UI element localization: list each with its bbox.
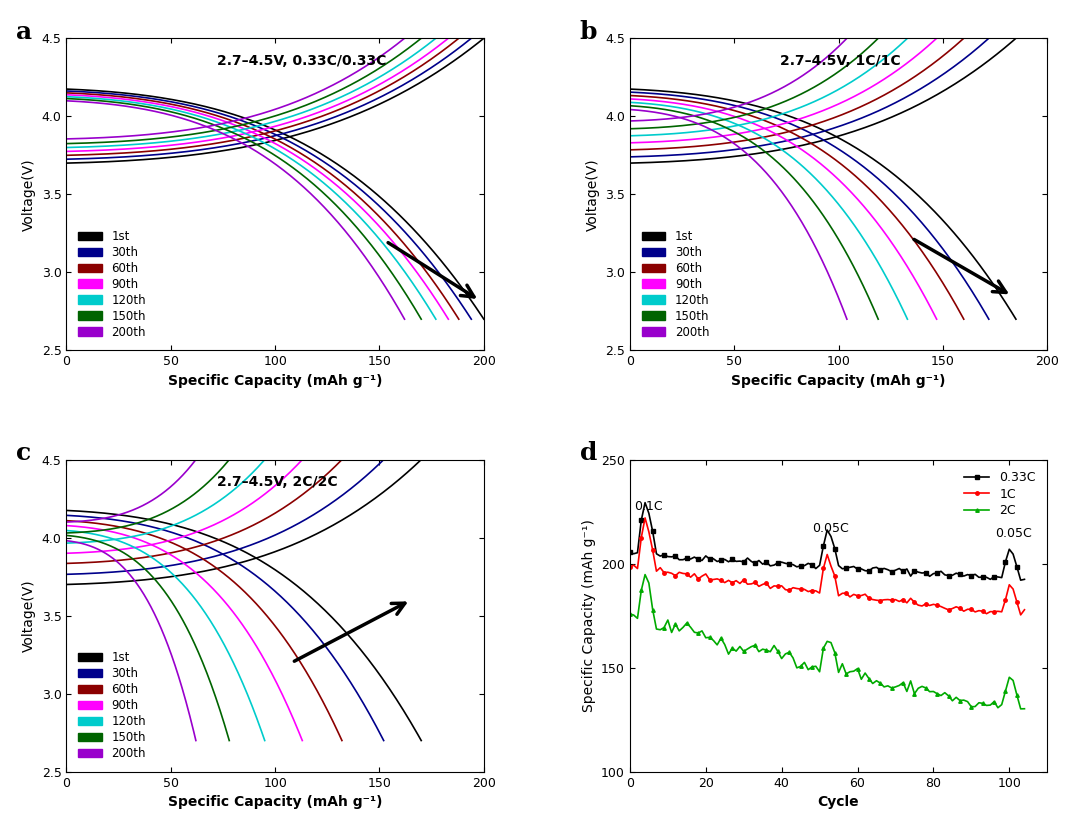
0.33C xyxy=(916,568,929,578)
Text: 2.7–4.5V, 0.33C/0.33C: 2.7–4.5V, 0.33C/0.33C xyxy=(217,54,387,68)
2C xyxy=(1014,704,1027,714)
1C xyxy=(623,562,636,572)
0.33C xyxy=(680,553,693,563)
Line: 2C: 2C xyxy=(629,573,1026,710)
1C xyxy=(798,584,811,594)
2C xyxy=(779,649,792,659)
Line: 1C: 1C xyxy=(629,516,1026,617)
X-axis label: Cycle: Cycle xyxy=(818,795,860,809)
Legend: 0.33C, 1C, 2C: 0.33C, 1C, 2C xyxy=(959,466,1041,522)
Text: a: a xyxy=(16,20,32,43)
1C xyxy=(1018,605,1031,615)
X-axis label: Specific Capacity (mAh g⁻¹): Specific Capacity (mAh g⁻¹) xyxy=(731,374,946,388)
Legend: 1st, 30th, 60th, 90th, 120th, 150th, 200th: 1st, 30th, 60th, 90th, 120th, 150th, 200… xyxy=(72,646,152,766)
X-axis label: Specific Capacity (mAh g⁻¹): Specific Capacity (mAh g⁻¹) xyxy=(167,795,382,809)
Text: 2.7–4.5V, 2C/2C: 2.7–4.5V, 2C/2C xyxy=(217,476,337,489)
2C xyxy=(798,657,811,667)
Y-axis label: Voltage(V): Voltage(V) xyxy=(23,579,37,652)
Text: 0.05C: 0.05C xyxy=(812,522,849,535)
0.33C xyxy=(779,559,792,569)
2C xyxy=(912,683,924,693)
0.33C xyxy=(627,549,640,559)
2C xyxy=(623,609,636,619)
0.33C xyxy=(638,498,651,508)
Text: 0.05C: 0.05C xyxy=(995,526,1031,540)
Text: c: c xyxy=(16,441,31,465)
0.33C xyxy=(623,548,636,558)
Text: d: d xyxy=(580,441,597,465)
2C xyxy=(680,618,693,628)
Text: b: b xyxy=(580,20,597,43)
2C xyxy=(627,610,640,620)
Text: 2.7–4.5V, 1C/1C: 2.7–4.5V, 1C/1C xyxy=(780,54,901,68)
X-axis label: Specific Capacity (mAh g⁻¹): Specific Capacity (mAh g⁻¹) xyxy=(167,374,382,388)
1C xyxy=(1014,610,1027,620)
1C xyxy=(627,560,640,570)
0.33C xyxy=(798,560,811,570)
Text: 0.1C: 0.1C xyxy=(635,500,663,513)
Y-axis label: Specific Capacity (mAh g⁻¹): Specific Capacity (mAh g⁻¹) xyxy=(582,520,595,712)
Legend: 1st, 30th, 60th, 90th, 120th, 150th, 200th: 1st, 30th, 60th, 90th, 120th, 150th, 200… xyxy=(72,224,152,344)
1C xyxy=(779,584,792,594)
Y-axis label: Voltage(V): Voltage(V) xyxy=(23,158,37,231)
1C xyxy=(680,569,693,579)
2C xyxy=(916,681,929,691)
2C xyxy=(1018,704,1031,714)
Line: 0.33C: 0.33C xyxy=(629,501,1026,582)
1C xyxy=(638,513,651,523)
0.33C xyxy=(1018,574,1031,584)
Legend: 1st, 30th, 60th, 90th, 120th, 150th, 200th: 1st, 30th, 60th, 90th, 120th, 150th, 200… xyxy=(636,224,715,344)
1C xyxy=(916,601,929,611)
2C xyxy=(638,569,651,579)
1C xyxy=(912,600,924,610)
0.33C xyxy=(1014,575,1027,585)
0.33C xyxy=(912,567,924,577)
Y-axis label: Voltage(V): Voltage(V) xyxy=(585,158,599,231)
